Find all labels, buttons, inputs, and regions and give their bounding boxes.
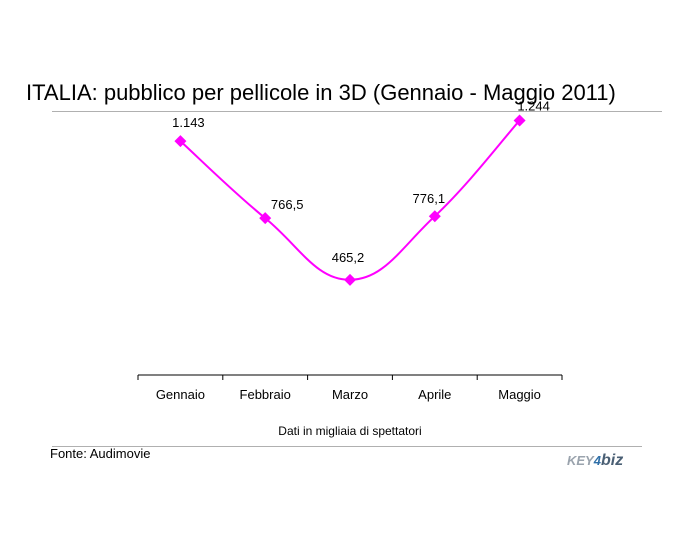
source-note: Fonte: Audimovie — [50, 446, 151, 461]
data-label: 1.143 — [172, 115, 205, 130]
data-label: 1.244 — [517, 98, 550, 113]
logo-biz: biz — [600, 452, 624, 469]
data-label: 776,1 — [413, 191, 446, 206]
x-tick-label: Aprile — [418, 387, 451, 402]
footer-divider — [52, 446, 642, 447]
data-label: 465,2 — [332, 250, 365, 265]
data-point-marker — [513, 114, 526, 127]
data-label: 766,5 — [271, 197, 304, 212]
x-tick-label: Maggio — [498, 387, 541, 402]
x-tick-label: Marzo — [332, 387, 368, 402]
key4biz-logo: KEY4biz — [567, 452, 623, 470]
x-tick-label: Febbraio — [240, 387, 291, 402]
chart-title: ITALIA: pubblico per pellicole in 3D (Ge… — [26, 80, 616, 105]
data-point-marker — [259, 212, 272, 225]
data-point-marker — [344, 273, 356, 286]
logo-four: 4 — [593, 453, 601, 468]
chart-subtitle: Dati in migliaia di spettatori — [278, 424, 422, 438]
logo-key: KEY — [567, 453, 594, 468]
title-divider — [52, 111, 662, 112]
x-tick-label: Gennaio — [156, 387, 205, 402]
data-point-marker — [174, 135, 187, 148]
data-point-marker — [428, 210, 441, 223]
